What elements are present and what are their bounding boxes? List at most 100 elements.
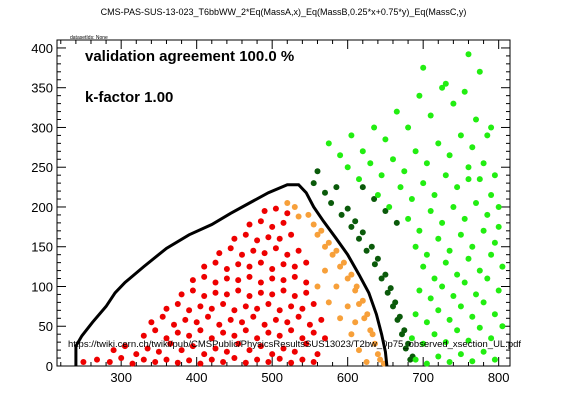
data-point-green: [412, 356, 419, 363]
data-point-red: [276, 235, 283, 242]
data-point-orange: [344, 303, 351, 310]
data-point-green: [439, 84, 446, 91]
data-point-darkgreen: [378, 275, 385, 282]
exclusion-curve: [74, 183, 389, 367]
data-point-red: [257, 343, 264, 350]
data-point-red: [216, 250, 223, 257]
data-point-red: [189, 287, 196, 294]
data-point-red: [174, 301, 181, 307]
data-point-orange: [353, 283, 360, 290]
data-point-green: [446, 316, 453, 323]
data-point-green: [420, 64, 427, 71]
data-point-red: [129, 360, 136, 367]
data-point-green: [480, 160, 487, 167]
data-point-green: [495, 287, 502, 294]
data-point-green: [356, 176, 362, 183]
data-point-green: [390, 156, 396, 163]
data-point-orange: [352, 319, 359, 326]
data-point-red: [174, 359, 181, 366]
data-point-red: [295, 313, 302, 320]
data-point-red: [235, 277, 242, 284]
data-point-green: [461, 279, 468, 286]
data-point-red: [284, 319, 291, 326]
data-point-red: [261, 208, 268, 214]
data-point-orange: [325, 299, 332, 306]
data-point-green: [465, 164, 472, 171]
data-point-red: [201, 273, 208, 280]
data-point-orange: [333, 247, 340, 254]
data-point-darkgreen: [314, 168, 321, 175]
data-point-darkgreen: [382, 208, 389, 214]
data-point-green: [442, 172, 449, 179]
data-point-red: [288, 231, 295, 238]
data-point-red: [299, 305, 306, 312]
data-point-red: [303, 289, 310, 296]
data-point-red: [257, 279, 264, 286]
data-point-green: [393, 108, 400, 115]
data-point-green: [476, 68, 483, 75]
data-point-green: [465, 51, 472, 58]
data-point-orange: [363, 359, 370, 365]
data-point-red: [201, 293, 208, 299]
x-tick-label: 400: [186, 370, 208, 385]
data-point-red: [220, 329, 227, 336]
data-point-green: [450, 204, 457, 210]
data-point-orange: [348, 331, 355, 338]
data-point-green: [423, 319, 430, 326]
data-point-green: [473, 200, 479, 206]
data-point-red: [122, 343, 128, 350]
data-point-green: [457, 351, 464, 358]
data-point-green: [427, 208, 434, 214]
data-point-red: [167, 340, 174, 347]
data-point-orange: [325, 239, 332, 246]
data-point-green: [476, 267, 483, 274]
data-point-red: [212, 289, 219, 296]
data-point-red: [186, 332, 193, 339]
data-point-darkgreen: [393, 219, 400, 226]
data-point-red: [291, 348, 298, 355]
data-point-red: [246, 347, 253, 354]
data-point-red: [257, 259, 264, 266]
data-point-green: [473, 116, 479, 123]
data-point-orange: [356, 347, 362, 354]
data-point-red: [303, 259, 310, 266]
data-point-red: [220, 301, 227, 307]
data-point-green: [476, 324, 483, 331]
y-tick-label: 400: [31, 41, 53, 56]
data-point-green: [454, 327, 461, 334]
data-point-green: [374, 192, 381, 198]
data-point-orange: [318, 227, 325, 234]
data-point-red: [269, 266, 276, 272]
y-tick-label: 100: [31, 279, 53, 294]
data-point-red: [193, 319, 200, 326]
data-point-orange: [314, 283, 321, 290]
data-point-red: [201, 351, 208, 358]
data-point-green: [461, 88, 468, 95]
data-point-red: [94, 356, 100, 363]
data-point-green: [416, 92, 423, 99]
data-point-red: [246, 293, 253, 299]
data-point-darkgreen: [352, 218, 359, 225]
data-point-green: [454, 184, 461, 191]
data-point-red: [178, 347, 185, 354]
data-point-red: [265, 301, 272, 307]
data-point-red: [106, 359, 113, 365]
data-point-green: [442, 339, 449, 346]
data-point-green: [480, 299, 487, 306]
data-point-green: [431, 275, 438, 282]
data-point-green: [469, 313, 476, 320]
x-tick-label: 600: [337, 370, 359, 385]
plot-frame: [56, 39, 511, 367]
data-point-darkgreen: [333, 184, 340, 191]
annotation-agreement: validation agreement 100.0 %: [85, 48, 294, 65]
data-point-orange: [322, 267, 328, 274]
data-point-green: [405, 215, 412, 222]
data-point-red: [269, 275, 276, 282]
data-point-darkgreen: [310, 180, 317, 187]
data-point-green: [405, 124, 412, 131]
data-point-red: [231, 235, 238, 242]
y-axis: 0 50 100 150 200 250 300 350 400: [31, 41, 510, 374]
data-point-red: [163, 356, 170, 363]
data-point-red: [250, 247, 257, 254]
data-point-darkgreen: [392, 299, 399, 306]
